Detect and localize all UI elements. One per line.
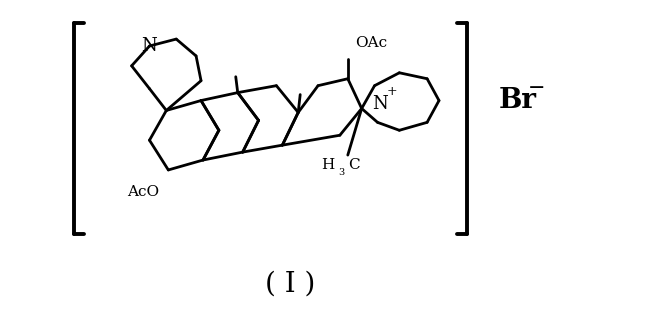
Text: H: H	[322, 158, 335, 172]
Text: −: −	[528, 79, 546, 98]
Text: 3: 3	[338, 168, 344, 177]
Text: Br: Br	[499, 87, 537, 114]
Text: N: N	[371, 94, 388, 113]
Text: AcO: AcO	[127, 185, 160, 199]
Text: ( I ): ( I )	[265, 270, 315, 297]
Text: N: N	[141, 37, 158, 55]
Text: OAc: OAc	[355, 36, 387, 50]
Text: C: C	[348, 158, 359, 172]
Text: +: +	[387, 85, 398, 98]
